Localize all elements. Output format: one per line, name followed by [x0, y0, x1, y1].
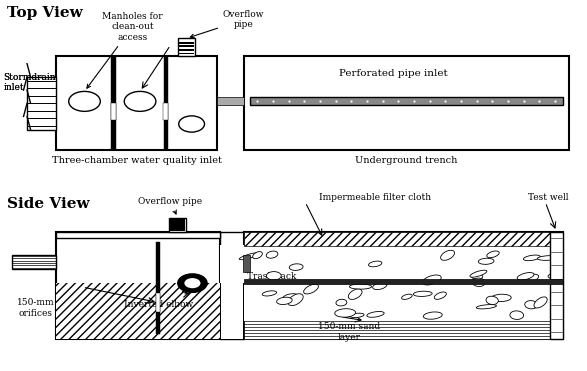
- Ellipse shape: [348, 289, 362, 299]
- Circle shape: [178, 116, 204, 132]
- Bar: [242, 255, 249, 272]
- Ellipse shape: [423, 312, 442, 319]
- Ellipse shape: [367, 312, 384, 317]
- Bar: [244, 232, 563, 339]
- Bar: [163, 103, 168, 120]
- Ellipse shape: [252, 252, 262, 259]
- Ellipse shape: [491, 294, 511, 302]
- Text: Underground trench: Underground trench: [355, 156, 457, 165]
- Ellipse shape: [472, 278, 485, 286]
- Bar: [249, 97, 563, 105]
- Bar: [244, 246, 563, 321]
- Ellipse shape: [534, 297, 547, 308]
- Bar: [56, 283, 220, 339]
- Text: Inverted elbow: Inverted elbow: [124, 300, 194, 309]
- Text: Side View: Side View: [6, 197, 89, 211]
- Bar: [244, 56, 569, 150]
- Text: Manholes for
clean-out
access: Manholes for clean-out access: [87, 12, 163, 88]
- Ellipse shape: [266, 272, 281, 280]
- Ellipse shape: [373, 282, 387, 290]
- Ellipse shape: [537, 256, 559, 260]
- Ellipse shape: [266, 251, 278, 258]
- Ellipse shape: [524, 255, 540, 261]
- Ellipse shape: [402, 294, 412, 299]
- Circle shape: [124, 91, 156, 111]
- Text: Trash rack: Trash rack: [247, 272, 296, 281]
- Ellipse shape: [434, 292, 446, 299]
- Ellipse shape: [350, 313, 364, 318]
- Ellipse shape: [487, 251, 499, 258]
- Text: Test well: Test well: [528, 193, 568, 202]
- Bar: [56, 232, 220, 238]
- Ellipse shape: [349, 284, 372, 289]
- Ellipse shape: [303, 284, 319, 294]
- Ellipse shape: [282, 294, 300, 303]
- Ellipse shape: [470, 270, 487, 277]
- Text: Top View: Top View: [6, 6, 82, 20]
- Circle shape: [184, 278, 201, 288]
- Circle shape: [178, 274, 207, 292]
- Bar: [156, 293, 160, 312]
- Bar: [244, 279, 563, 284]
- Bar: [56, 56, 217, 150]
- Ellipse shape: [525, 301, 538, 309]
- Bar: [244, 232, 563, 246]
- Ellipse shape: [413, 291, 432, 296]
- Ellipse shape: [422, 275, 441, 285]
- Bar: [169, 218, 187, 232]
- Ellipse shape: [517, 273, 534, 280]
- Text: 150-mm
orifices: 150-mm orifices: [17, 298, 55, 318]
- Bar: [217, 97, 244, 105]
- Text: Overflow
pipe: Overflow pipe: [190, 10, 265, 38]
- Text: Stormdrain
inlet: Stormdrain inlet: [4, 73, 56, 92]
- Ellipse shape: [478, 258, 494, 265]
- Text: Trash rack: Trash rack: [247, 279, 296, 288]
- Text: Impermeable filter cloth: Impermeable filter cloth: [319, 193, 431, 202]
- Ellipse shape: [262, 291, 276, 296]
- Bar: [178, 38, 195, 56]
- Ellipse shape: [369, 261, 382, 267]
- Ellipse shape: [471, 274, 483, 279]
- Bar: [244, 321, 563, 339]
- Ellipse shape: [288, 294, 303, 306]
- Ellipse shape: [239, 253, 259, 260]
- Bar: [179, 49, 194, 51]
- Text: Overflow pipe: Overflow pipe: [139, 197, 203, 214]
- Bar: [164, 56, 168, 150]
- Ellipse shape: [289, 264, 303, 270]
- Bar: [12, 255, 56, 269]
- Ellipse shape: [548, 273, 561, 279]
- Ellipse shape: [486, 296, 498, 305]
- Text: Stormdrain
inlet: Stormdrain inlet: [4, 73, 56, 92]
- Bar: [56, 232, 220, 339]
- Ellipse shape: [276, 297, 292, 305]
- Bar: [550, 232, 563, 339]
- Ellipse shape: [336, 299, 347, 306]
- Bar: [156, 242, 160, 334]
- Bar: [179, 45, 194, 47]
- Text: 150-mm sand
layer: 150-mm sand layer: [318, 322, 380, 342]
- Text: Three-chamber water quality inlet: Three-chamber water quality inlet: [52, 156, 222, 165]
- Bar: [179, 53, 194, 55]
- Bar: [112, 56, 116, 150]
- Ellipse shape: [476, 305, 497, 309]
- Bar: [220, 245, 244, 283]
- Ellipse shape: [510, 311, 524, 319]
- Ellipse shape: [441, 250, 454, 260]
- Ellipse shape: [335, 309, 356, 317]
- Bar: [111, 103, 116, 120]
- Circle shape: [69, 91, 100, 111]
- Text: Perforated pipe inlet: Perforated pipe inlet: [339, 69, 448, 78]
- Bar: [170, 219, 185, 231]
- Bar: [221, 283, 243, 338]
- Ellipse shape: [522, 274, 539, 283]
- Bar: [220, 232, 244, 339]
- Bar: [179, 42, 194, 44]
- Bar: [27, 77, 56, 129]
